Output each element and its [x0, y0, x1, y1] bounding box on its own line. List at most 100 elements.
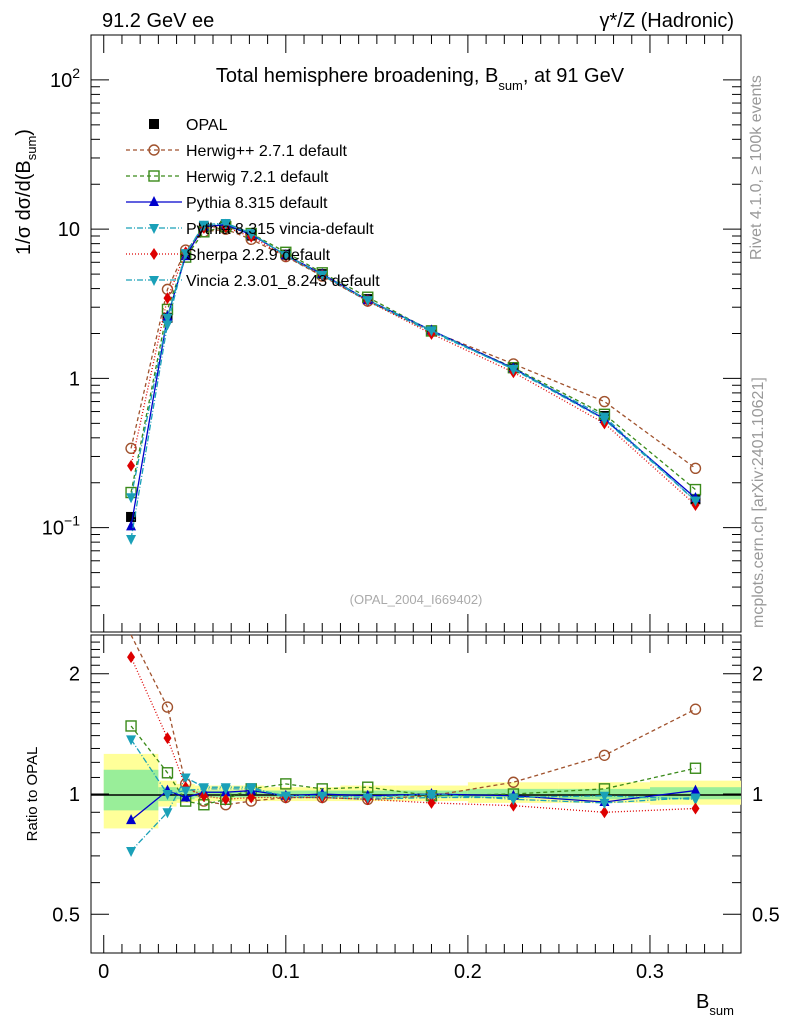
ratio-band-inner	[103, 769, 159, 811]
data-point	[426, 326, 437, 337]
x-tick-label: 0.2	[454, 961, 482, 983]
legend-item: Pythia 8.315 vincia-default	[126, 221, 374, 238]
ratio-y-tick-label-right: 0.5	[752, 904, 780, 926]
main-series-group	[125, 218, 702, 545]
legend: OPAL Herwig++ 2.7.1 default Herwig 7.2.1 d…	[126, 117, 380, 290]
data-point	[599, 415, 610, 426]
ratio-data-point	[598, 749, 611, 761]
ratio-data-point	[162, 808, 173, 819]
ratio-data-point	[509, 799, 518, 812]
ratio-data-point	[246, 784, 257, 795]
main-y-tick-label: 10−1	[42, 513, 80, 540]
data-point	[362, 296, 373, 307]
data-point	[126, 534, 137, 545]
series-opal	[126, 220, 701, 522]
data-point	[198, 221, 209, 232]
ratio-data-point	[161, 767, 174, 779]
plot-title: Total hemisphere broadening, Bsum, at 91…	[216, 65, 625, 93]
legend-label: Vincia 2.3.01_8.243 default	[186, 273, 380, 290]
data-point	[690, 496, 701, 507]
ratio-ylabel: Ratio to OPAL	[24, 747, 41, 842]
legend-item: Vincia 2.3.01_8.243 default	[126, 273, 380, 290]
ratio-y-tick-label-right: 2	[752, 664, 763, 686]
ratio-data-point	[280, 778, 292, 790]
legend-marker	[149, 196, 159, 206]
analysis-watermark: (OPAL_2004_I669402)	[350, 592, 483, 607]
ratio-data-point	[220, 784, 231, 795]
series-vincia-2-3-01-8-243-default	[126, 219, 701, 507]
legend-marker	[149, 119, 159, 129]
ratio-series-group	[125, 634, 702, 858]
ratio-data-point	[280, 791, 291, 802]
data-point	[317, 270, 328, 281]
data-point	[163, 292, 172, 305]
main-y-tick-label: 1	[69, 368, 80, 390]
data-point	[126, 493, 137, 504]
ratio-data-point	[317, 791, 328, 802]
series-line	[130, 225, 696, 493]
ratio-series-vincia-2-3-01-8-243-default	[126, 735, 701, 809]
ratio-data-point	[180, 773, 191, 784]
series-line	[130, 226, 696, 506]
mcplots-label: mcplots.cern.ch [arXiv:2401.10621]	[750, 377, 767, 628]
ratio-data-point	[180, 786, 191, 797]
x-axis-label: Bsum	[696, 991, 734, 1018]
ratio-uncertainty-bands	[103, 753, 741, 829]
header-left: 91.2 GeV ee	[102, 10, 214, 32]
series-line	[130, 224, 696, 527]
ratio-data-point	[690, 793, 701, 804]
ratio-data-point	[126, 735, 137, 746]
data-point	[127, 459, 136, 472]
ratio-data-point	[126, 847, 137, 858]
x-tick-label: 0.1	[272, 961, 300, 983]
header-right: γ*/Z (Hadronic)	[600, 10, 734, 32]
legend-marker	[148, 144, 160, 156]
data-point	[162, 313, 173, 324]
ratio-y-tick-label: 1	[69, 784, 80, 806]
data-point	[598, 395, 611, 408]
ratio-data-point	[690, 784, 701, 795]
data-point	[126, 511, 137, 522]
axes-ticks: 10−1 1 10 102 0.5 0.5 1 1 2 2 0 0.1 0.2 0.3	[42, 34, 780, 983]
ratio-data-point	[127, 651, 136, 664]
x-tick-label: 0	[98, 961, 109, 983]
series-line	[130, 228, 696, 469]
data-point	[508, 365, 519, 376]
ratio-data-point	[125, 720, 137, 732]
ratio-data-point	[161, 701, 174, 713]
ratio-data-point	[689, 703, 702, 715]
ratio-series-line	[130, 634, 696, 806]
legend-label: Pythia 8.315 default	[186, 195, 328, 212]
main-ylabel: 1/σ dσ/d(Bsum)	[13, 129, 39, 255]
ratio-data-point	[427, 796, 436, 809]
ratio-data-point	[508, 795, 519, 806]
ratio-data-point	[507, 776, 520, 788]
ratio-data-point	[163, 732, 172, 745]
series-line	[130, 222, 696, 502]
data-point	[180, 249, 191, 260]
series-line	[130, 222, 696, 540]
legend-item: Herwig++ 2.7.1 default	[126, 143, 348, 160]
data-point	[220, 219, 231, 230]
ratio-data-point	[691, 802, 700, 815]
ratio-data-point	[689, 762, 702, 774]
ratio-data-point	[599, 798, 610, 809]
legend-item: OPAL	[149, 117, 228, 134]
main-y-tick-label: 102	[50, 65, 80, 92]
ratio-y-tick-label: 0.5	[52, 904, 80, 926]
legend-marker	[149, 276, 159, 286]
legend-marker	[148, 170, 160, 182]
ratio-data-point	[162, 790, 173, 800]
ratio-data-point	[221, 793, 230, 806]
rivet-label: Rivet 4.1.0, ≥ 100k events	[748, 75, 765, 260]
legend-label: Herwig 7.2.1 default	[186, 169, 329, 186]
legend-label: OPAL	[186, 117, 228, 134]
legend-label: Herwig++ 2.7.1 default	[186, 143, 348, 160]
ratio-data-point	[426, 790, 437, 800]
ratio-data-point	[600, 806, 609, 819]
legend-marker	[149, 224, 159, 234]
legend-marker	[150, 248, 158, 260]
x-tick-label: 0.3	[636, 961, 664, 983]
series-sherpa-2-2-9-default	[127, 221, 700, 511]
